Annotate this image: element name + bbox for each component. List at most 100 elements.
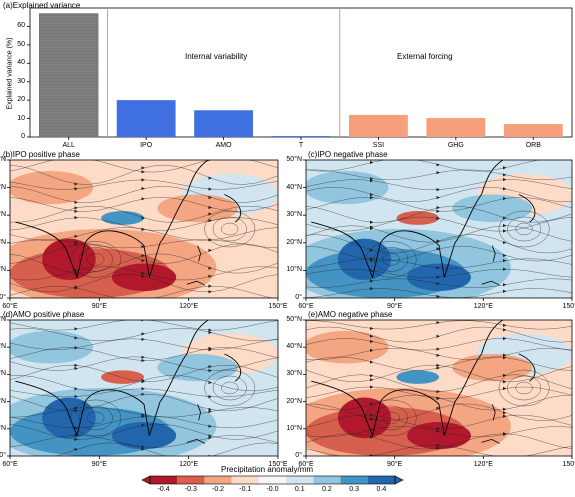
- streamline-arrow: [370, 326, 374, 331]
- map-panels: [7, 159, 573, 459]
- circulation-ring: [507, 375, 542, 401]
- streamline-arrow: [436, 171, 440, 175]
- panel-c-label: (c)IPO negative phase: [308, 150, 388, 159]
- lon-tick-label: 150°E: [268, 303, 288, 310]
- circulation-ring: [515, 222, 533, 236]
- streamline-arrow: [436, 266, 440, 270]
- streamline-arrow: [74, 363, 78, 367]
- colorbar-tick-label: -0.0: [266, 486, 279, 493]
- colorbar-tick-label: 0.3: [349, 486, 360, 493]
- streamline-arrow: [503, 166, 507, 170]
- lon-tick-label: 120°E: [179, 461, 199, 468]
- streamline-arrow: [436, 282, 440, 286]
- streamline-arrow: [436, 406, 440, 410]
- colorbar-segment: [231, 476, 259, 484]
- colorbar-segment: [150, 476, 178, 484]
- circulation-ring: [498, 369, 550, 407]
- panel-e-label: (e)AMO negative phase: [308, 310, 393, 319]
- streamline-arrow: [208, 407, 212, 412]
- streamline-arrow: [436, 389, 440, 394]
- circulation-ring: [507, 216, 542, 242]
- lat-tick-label: 50°N: [286, 316, 302, 323]
- streamline-arrow: [208, 328, 212, 332]
- bar-all: [39, 13, 99, 138]
- streamline-arrow: [141, 378, 145, 382]
- bar-ghg: [426, 118, 486, 137]
- streamline-arrow: [208, 248, 212, 252]
- streamline: [10, 320, 278, 331]
- streamline-arrow: [74, 271, 78, 275]
- lat-tick-label: 10°N: [0, 424, 6, 432]
- lon-tick-label: 120°E: [473, 461, 493, 468]
- streamline-arrow: [503, 386, 507, 391]
- streamline-arrow: [74, 327, 78, 331]
- streamline-arrow: [74, 187, 78, 191]
- streamline-arrow: [436, 427, 440, 431]
- lon-tick-label: 90°E: [387, 303, 403, 310]
- lat-tick-label: 30°N: [0, 211, 6, 219]
- streamline-arrow: [141, 358, 145, 363]
- bar-y-tick-label: 20: [17, 96, 25, 104]
- streamline-arrow: [208, 212, 212, 216]
- streamline-arrow: [503, 240, 507, 245]
- streamline-arrow: [503, 289, 507, 293]
- circulation-ring: [382, 253, 400, 266]
- streamline-arrow: [370, 339, 374, 344]
- streamline-arrow: [370, 220, 374, 224]
- colorbar-label: Precipitation anomaly/mm: [221, 465, 314, 474]
- coastline: [15, 320, 209, 438]
- lon-tick-label: 150°E: [562, 461, 575, 468]
- circulation-ring: [365, 241, 417, 278]
- colorbar-segment: [204, 476, 232, 484]
- streamline-arrow: [208, 436, 212, 440]
- anomaly-blob: [42, 397, 96, 439]
- anomaly-blob: [306, 330, 389, 364]
- streamline-arrow: [436, 247, 440, 251]
- streamline-arrow: [370, 435, 374, 439]
- streamline-arrow: [370, 378, 374, 382]
- streamline-arrow: [74, 209, 78, 213]
- streamline-arrow: [74, 206, 78, 210]
- panel-d-label: (d)AMO positive phase: [3, 310, 85, 319]
- colorbar-segment: [286, 476, 314, 484]
- anomaly-blob: [452, 354, 533, 382]
- streamline-arrow: [141, 227, 145, 231]
- anomaly-blob: [42, 238, 96, 281]
- streamline-arrow: [370, 226, 374, 231]
- streamline-arrow: [74, 216, 78, 220]
- bar-x-tick-label-ipo: IPO: [140, 142, 153, 149]
- coastline-japan: [518, 353, 536, 382]
- streamline-arrow: [503, 196, 507, 201]
- anomaly-blob: [452, 194, 533, 223]
- streamline-arrow: [208, 284, 212, 288]
- streamline-arrow: [436, 446, 440, 450]
- circulation-ring: [78, 247, 113, 272]
- circulation-ring: [212, 375, 247, 401]
- circulation-ring: [70, 241, 122, 278]
- lon-tick-label: 150°E: [562, 303, 575, 310]
- streamline-arrow: [370, 413, 374, 417]
- streamline-arrow: [503, 353, 507, 357]
- anomaly-blob: [101, 370, 144, 384]
- streamline-arrow: [74, 242, 78, 246]
- circulation-ring: [78, 405, 113, 431]
- bar-x-tick-label-ghg: GHG: [447, 142, 464, 149]
- streamline-arrow: [74, 409, 78, 413]
- streamline-arrow: [503, 356, 507, 360]
- colorbar-frame: [149, 475, 396, 485]
- lat-tick-label: 20°N: [286, 238, 302, 246]
- circulation-ring: [70, 399, 122, 437]
- coastline-japan: [224, 353, 242, 382]
- lat-tick-label: 40°N: [286, 343, 302, 351]
- streamline-arrow: [141, 387, 145, 391]
- lat-tick-label: 0°: [295, 452, 302, 459]
- streamline-arrow: [503, 187, 507, 191]
- lat-tick-label: 0°: [295, 294, 302, 301]
- streamline-arrow: [370, 334, 374, 338]
- coastline-islands: [186, 404, 206, 444]
- streamline-arrow: [370, 196, 374, 200]
- coastline: [311, 160, 504, 279]
- streamline-arrow: [74, 346, 78, 350]
- streamline-arrow: [74, 200, 78, 204]
- coastline-japan: [224, 194, 242, 223]
